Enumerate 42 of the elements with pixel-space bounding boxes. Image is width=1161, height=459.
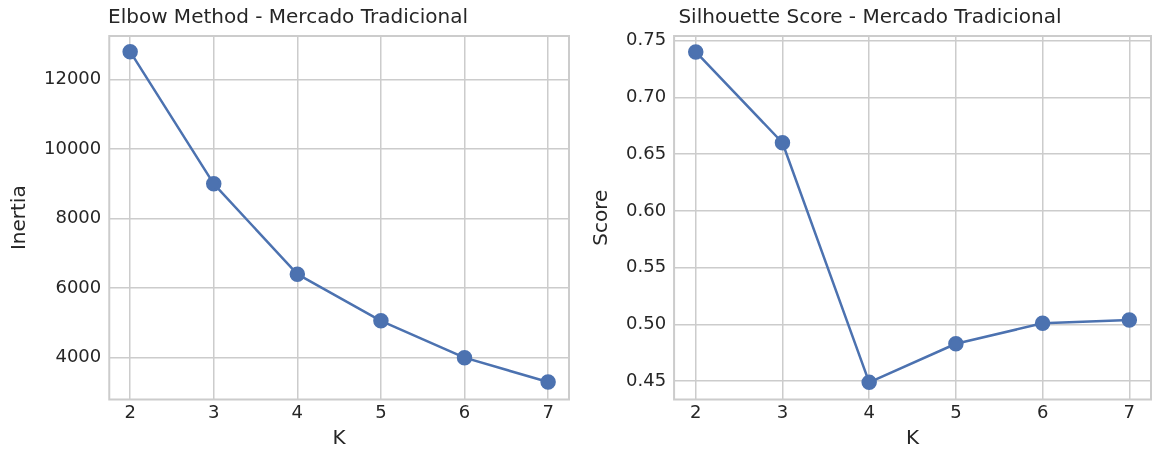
point: [861, 374, 877, 391]
x-axis-title: K: [332, 425, 347, 450]
point: [206, 176, 222, 192]
y-tick-label: 8000: [55, 206, 102, 228]
y-tick-label: 0.50: [626, 312, 667, 334]
y-tick-label: 0.65: [626, 141, 667, 163]
x-tick-label: 5: [950, 400, 962, 422]
point: [688, 44, 704, 60]
x-tick-label: 4: [291, 400, 304, 422]
point: [1034, 315, 1051, 332]
y-tick-label: 4000: [55, 345, 102, 367]
point: [289, 266, 306, 282]
y-tick-label: 0.55: [626, 255, 667, 277]
point: [774, 135, 791, 151]
y-axis-title: Inertia: [6, 185, 31, 251]
y-tick-label: 0.60: [626, 198, 667, 220]
y-tick-label: 6000: [55, 275, 102, 297]
x-tick-label: 3: [208, 400, 220, 422]
y-tick-label: 0.75: [626, 28, 667, 50]
y-tick-label: 0.45: [626, 368, 667, 390]
x-tick-label: 4: [863, 400, 875, 422]
x-tick-label: 7: [542, 400, 554, 422]
y-tick-label: 12000: [44, 67, 102, 89]
point: [948, 336, 964, 352]
y-tick-label: 10000: [44, 136, 102, 158]
y-axis-title: Score: [588, 189, 613, 246]
point: [540, 374, 556, 390]
chart-title: Silhouette Score - Mercado Tradicional: [678, 4, 1062, 29]
point: [456, 349, 473, 366]
y-tick-label: 0.70: [626, 85, 667, 106]
point: [373, 313, 389, 329]
x-tick-label: 5: [375, 400, 387, 422]
x-tick-label: 6: [1036, 400, 1049, 422]
x-tick-label: 6: [458, 400, 471, 422]
x-tick-label: 2: [690, 400, 702, 422]
chart-title: Elbow Method - Mercado Tradicional: [108, 4, 468, 29]
x-tick-label: 7: [1123, 400, 1136, 422]
point: [1121, 312, 1138, 328]
point: [122, 43, 138, 60]
x-tick-label: 3: [776, 400, 789, 422]
x-axis-title: K: [905, 425, 920, 450]
x-tick-label: 2: [124, 400, 136, 422]
